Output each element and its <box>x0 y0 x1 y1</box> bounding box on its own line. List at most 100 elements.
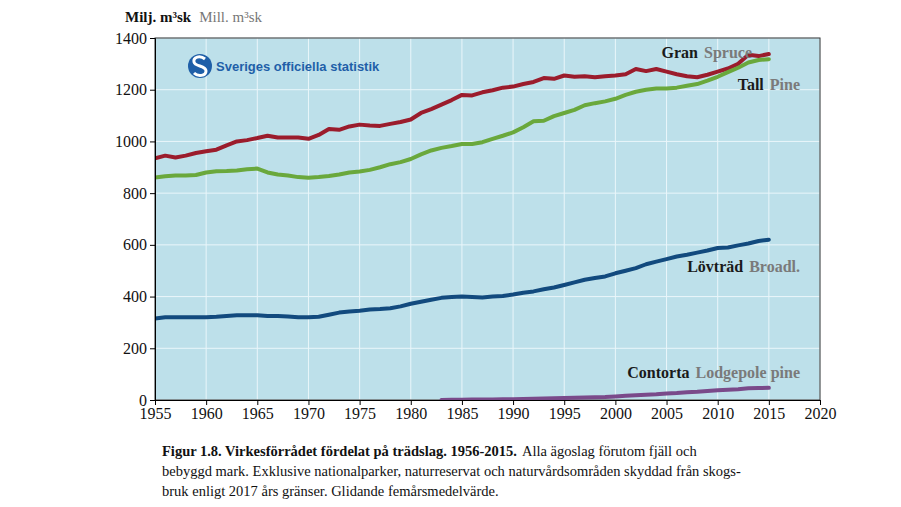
y-tick: 400 <box>123 288 155 305</box>
grid-line-x <box>564 38 565 400</box>
x-tick: 2020 <box>805 400 837 422</box>
lines <box>155 54 769 400</box>
y-tick-mark <box>150 193 155 194</box>
x-tick: 2000 <box>600 400 632 422</box>
y-tick: 0 <box>139 392 155 409</box>
y-tick: 1400 <box>115 30 155 47</box>
y-tick-label: 0 <box>139 392 147 409</box>
series-label: Contorta Lodgepole pine <box>627 364 800 382</box>
series-label-en: Lodgepole pine <box>696 364 800 382</box>
y-tick: 800 <box>123 185 155 202</box>
x-tick-mark <box>411 400 412 405</box>
series-label-sv: Gran <box>662 44 699 61</box>
caption-line: bruk enligt 2017 års gränser. Glidande f… <box>162 483 499 499</box>
logo-circle <box>188 54 212 78</box>
x-axis-line <box>156 401 821 406</box>
grid-line-x <box>513 38 514 400</box>
logo-text: Sveriges officiella statistik <box>216 59 380 74</box>
series-label-sv: Contorta <box>627 364 689 381</box>
logo-symbol <box>194 57 206 76</box>
x-tick: 2015 <box>753 400 785 422</box>
x-tick-mark <box>360 400 361 405</box>
logo: Sveriges officiella statistik <box>188 54 380 78</box>
grid-line-y <box>155 193 820 194</box>
grid <box>155 38 820 400</box>
series-line <box>155 59 769 177</box>
x-tick-label: 2015 <box>753 405 785 422</box>
x-tick-label: 1965 <box>242 405 274 422</box>
x-tick-label: 1990 <box>498 405 530 422</box>
x-tick: 1960 <box>191 400 223 422</box>
y-tick-mark <box>150 400 155 401</box>
x-tick: 2005 <box>651 400 683 422</box>
caption-line: Alla ägoslag förutom fjäll och <box>522 443 698 459</box>
y-axis-title-en: Mill. m³sk <box>199 9 262 25</box>
x-tick-mark <box>257 400 258 405</box>
x-tick-mark <box>769 400 770 405</box>
y-tick-label: 1400 <box>115 30 147 47</box>
caption-title: Figur 1.8. Virkesförrådet fördelat på tr… <box>162 443 517 459</box>
x-tick-label: 1985 <box>446 405 478 422</box>
y-tick: 1000 <box>115 133 155 150</box>
grid-line-x <box>257 38 258 400</box>
y-tick-label: 1000 <box>115 133 147 150</box>
y-axis-title: Milj. m³skMill. m³sk <box>125 9 263 25</box>
x-tick-label: 1970 <box>293 405 325 422</box>
grid-line-x <box>717 38 718 400</box>
y-tick-label: 200 <box>123 340 147 357</box>
x-tick-label: 2000 <box>600 405 632 422</box>
series-label: Tall Pine <box>738 76 800 93</box>
x-tick-label: 2005 <box>651 405 683 422</box>
x-tick-label: 1995 <box>549 405 581 422</box>
x-tick-mark <box>206 400 207 405</box>
x-tick-mark <box>718 400 719 405</box>
x-axis: 1955196019651970197519801985199019952000… <box>140 400 837 422</box>
x-tick-label: 1975 <box>344 405 376 422</box>
caption-line: bebyggd mark. Exklusive nationalparker, … <box>162 463 741 479</box>
series-label: Lövträd Broadl. <box>687 258 800 275</box>
x-tick-mark <box>820 400 821 405</box>
x-tick: 1985 <box>446 400 478 422</box>
x-tick-mark <box>615 400 616 405</box>
x-tick-mark <box>564 400 565 405</box>
grid-line-x <box>461 38 462 400</box>
x-tick-label: 1960 <box>191 405 223 422</box>
series-label-sv: Tall <box>738 76 765 93</box>
grid-line-x <box>615 38 616 400</box>
y-axis: 0 200 400 600 800 1000 1200 1400 <box>115 30 156 409</box>
grid-line-y <box>155 244 820 245</box>
series-label-en: Pine <box>770 76 800 93</box>
y-tick-mark <box>150 38 155 39</box>
plot-background <box>155 38 820 400</box>
x-tick: 1995 <box>549 400 581 422</box>
grid-line-y <box>155 348 820 349</box>
x-tick: 1965 <box>242 400 274 422</box>
series-label-sv: Lövträd <box>687 258 743 275</box>
y-tick-mark <box>150 141 155 142</box>
y-tick-mark <box>150 297 155 298</box>
grid-line-x <box>410 38 411 400</box>
y-tick-label: 600 <box>123 236 147 253</box>
x-tick: 1970 <box>293 400 325 422</box>
grid-line-x <box>666 38 667 400</box>
y-tick-mark <box>150 348 155 349</box>
x-tick: 1975 <box>344 400 376 422</box>
y-tick-mark <box>150 245 155 246</box>
x-tick-mark <box>667 400 668 405</box>
series-line <box>441 388 768 400</box>
grid-line-x <box>308 38 309 400</box>
series-label: Gran Spruce <box>662 44 752 62</box>
series-label-en: Broadl. <box>749 258 800 275</box>
x-tick-label: 2020 <box>805 405 837 422</box>
series-label-en: Spruce <box>704 44 752 62</box>
y-axis-line <box>150 39 156 401</box>
x-tick: 1990 <box>498 400 530 422</box>
x-tick-label: 2010 <box>702 405 734 422</box>
grid-line-x <box>206 38 207 400</box>
plot-frame <box>155 38 820 400</box>
y-tick-label: 1200 <box>115 81 147 98</box>
grid-line-x <box>359 38 360 400</box>
series-line <box>155 240 769 319</box>
x-tick: 2010 <box>702 400 734 422</box>
x-tick: 1980 <box>395 400 427 422</box>
